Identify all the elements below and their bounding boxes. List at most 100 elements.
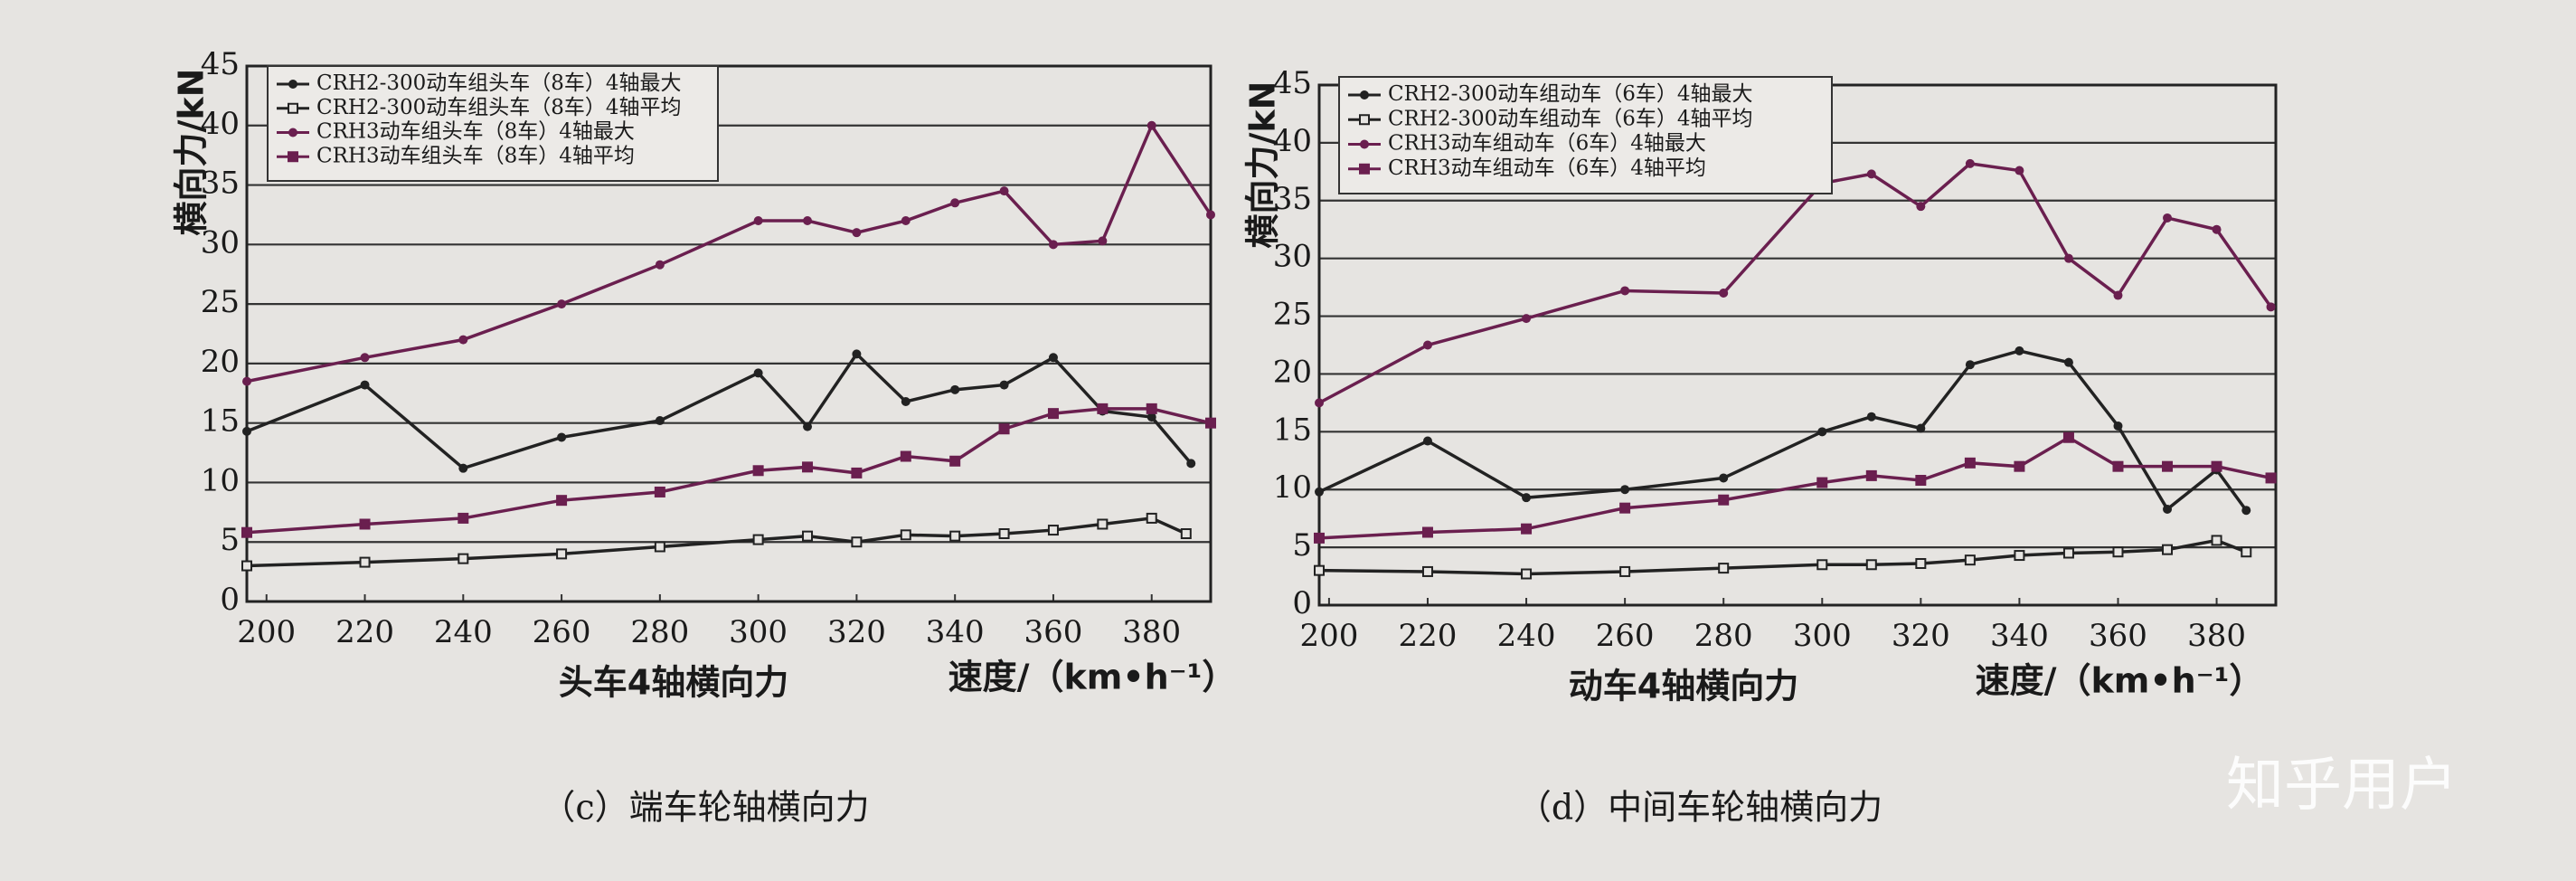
point [2162, 460, 2174, 472]
point [1866, 412, 1876, 422]
legend-marker [288, 128, 297, 137]
point [1097, 403, 1109, 414]
point [2015, 346, 2024, 355]
point [851, 467, 863, 478]
point [556, 548, 568, 560]
series-line [246, 407, 1212, 535]
point [1521, 568, 1533, 580]
point [2241, 506, 2251, 516]
y-tick-label: 35 [201, 166, 240, 202]
point [1098, 236, 1108, 246]
point [901, 216, 911, 226]
point [654, 486, 665, 497]
legend-box [1338, 76, 1833, 194]
point [458, 335, 468, 345]
x-tick-label: 380 [2187, 618, 2246, 654]
point [752, 534, 764, 545]
point [1521, 523, 1533, 535]
point [1916, 423, 1926, 433]
point [900, 529, 911, 541]
point [1048, 353, 1058, 363]
point [1817, 427, 1827, 437]
point [998, 528, 1010, 540]
y-tick-label: 40 [1273, 123, 1312, 159]
point [2112, 460, 2124, 472]
point [1421, 526, 1433, 538]
point [999, 380, 1009, 390]
x-tick-label: 200 [1299, 618, 1358, 654]
point [242, 376, 251, 386]
x-tick-label: 320 [827, 614, 886, 650]
point [752, 465, 764, 477]
point [1915, 475, 1927, 486]
point [1965, 158, 1975, 168]
point [1916, 202, 1926, 212]
watermark: 知乎用户 [2226, 753, 2458, 819]
point [2112, 546, 2124, 558]
point [2014, 550, 2025, 562]
point [2062, 547, 2074, 559]
x-tick-label: 260 [533, 614, 591, 650]
y-tick-label: 10 [201, 462, 240, 498]
point [360, 380, 370, 390]
y-tick-label: 30 [1273, 239, 1312, 275]
x-tick-label: 220 [1399, 618, 1458, 654]
caption: （c）端车轮轴横向力 [541, 788, 869, 828]
x-tick-label: 240 [1497, 618, 1556, 654]
x-axis-unit: 速度/（km•h⁻¹） [948, 658, 1237, 697]
point [1965, 360, 1975, 370]
legend-label: CRH2-300动车组动车（6车）4轴平均 [1388, 107, 1753, 130]
point [998, 423, 1010, 435]
point [1146, 403, 1157, 414]
point [359, 556, 371, 568]
point [851, 536, 863, 548]
legend-label: CRH3动车组头车（8车）4轴最大 [316, 120, 635, 144]
point [1422, 340, 1432, 350]
point [1315, 487, 1324, 497]
point [949, 530, 961, 542]
point [803, 422, 813, 431]
point [949, 455, 961, 467]
point [900, 450, 911, 462]
point [1047, 525, 1059, 536]
legend-box [267, 65, 719, 182]
x-tick-label: 280 [1694, 618, 1753, 654]
point [1422, 436, 1432, 446]
x-axis-unit: 速度/（km•h⁻¹） [1976, 661, 2264, 701]
point [2241, 546, 2252, 558]
series-line [1318, 435, 2271, 540]
point [1620, 286, 1630, 296]
x-tick-label: 360 [1024, 614, 1083, 650]
legend-marker [288, 151, 298, 163]
point [1146, 412, 1156, 422]
y-tick-label: 10 [1273, 469, 1312, 506]
point [1964, 554, 1976, 566]
point [2063, 357, 2073, 367]
x-tick-label: 300 [1793, 618, 1852, 654]
point [1816, 559, 1828, 571]
point [557, 299, 567, 309]
point [802, 461, 814, 473]
point [1964, 457, 1976, 469]
plot-frame [245, 64, 1213, 603]
y-axis-title: 横向力/kN [1243, 81, 1283, 249]
point [1865, 559, 1877, 571]
point [2211, 535, 2222, 546]
legend-marker [1359, 163, 1370, 175]
point [1314, 564, 1325, 576]
point [1915, 558, 1927, 569]
x-tick-label: 360 [2089, 618, 2147, 654]
point [1718, 494, 1730, 506]
x-tick-label: 380 [1122, 614, 1181, 650]
point [753, 216, 763, 226]
legend-label: CRH2-300动车组头车（8车）4轴平均 [316, 96, 682, 119]
y-tick-label: 25 [201, 284, 240, 320]
x-axis-title: 头车4轴横向力 [559, 663, 788, 703]
y-tick-label: 30 [201, 224, 240, 261]
point [1048, 240, 1058, 250]
point [950, 384, 960, 394]
point [1719, 289, 1729, 298]
point [1315, 398, 1324, 408]
point [2163, 504, 2173, 514]
point [1816, 477, 1828, 488]
